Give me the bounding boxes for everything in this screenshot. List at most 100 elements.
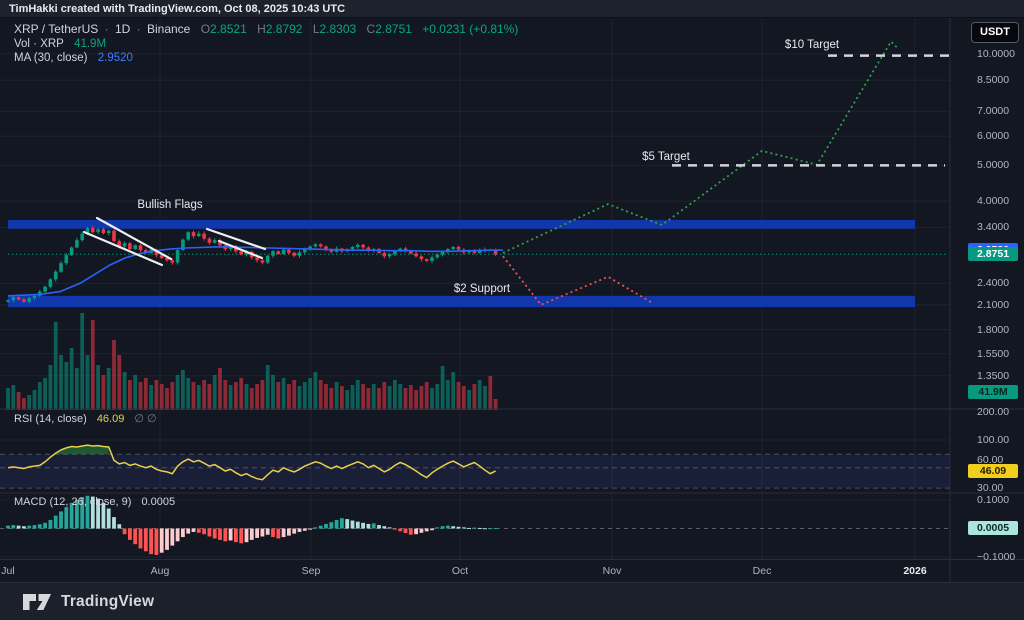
candle-body [91,228,95,233]
volume-legend[interactable]: Vol · XRP 41.9M [14,38,107,50]
volume-bar [456,382,461,410]
candle-body [239,251,243,255]
volume-bar [64,362,69,410]
rsi-tick: 30.00 [977,482,1004,494]
time-axis-label[interactable]: Dec [752,565,772,577]
time-axis-label[interactable]: Jul [1,565,15,577]
price-tick: 7.0000 [977,105,1010,117]
rsi-value: 46.09 [96,413,125,425]
volume-bar [255,384,259,410]
candle-body [255,257,259,261]
macd-histogram-bar [244,528,249,543]
macd-histogram-bar [446,525,450,529]
volume-bar [244,384,249,410]
rsi-legend[interactable]: RSI (14, close) 46.09 ∅ ∅ [14,413,157,425]
candle-body [303,249,307,253]
volume-bar [43,378,47,410]
volume-bar [493,399,498,410]
volume-bar [191,382,196,410]
time-axis-label[interactable]: Sep [301,565,321,577]
volume-bar [377,388,381,410]
price-tick: 1.5500 [977,348,1010,360]
low-value: 2.8303 [319,22,357,36]
macd-histogram-bar [138,528,143,549]
candle-body [409,250,413,254]
candle-body [329,249,334,252]
macd-histogram-bar [96,498,100,529]
rsi-tick: 200.00 [977,406,1010,418]
macd-histogram-bar [435,527,440,529]
time-axis-label[interactable]: Nov [602,565,622,577]
volume-bar [281,378,286,410]
bullish-projection-path[interactable] [502,40,899,254]
macd-histogram-bar [207,528,212,537]
macd-histogram-bar [430,528,434,531]
candle-body [456,246,461,250]
macd-histogram-bar [75,500,79,529]
flag-channel-line[interactable] [217,239,264,260]
ma-legend[interactable]: MA (30, close) 2.9520 [14,52,133,64]
volume-bar [207,384,212,410]
flag-channel-line[interactable] [205,227,267,251]
bullish-flags-label[interactable]: Bullish Flags [137,199,203,211]
candle-body [11,297,16,301]
volume-bar [260,380,265,410]
volume-bar [212,375,217,410]
candle-body [6,300,10,302]
support-zone[interactable] [8,295,915,308]
macd-histogram-bar [456,526,461,529]
symbol-legend[interactable]: XRP / TetherUS · 1D · Binance O2.8521 H2… [14,22,519,36]
tradingview-brand-text[interactable]: TradingView [61,592,155,610]
candle-body [292,252,296,256]
macd-histogram-bar [488,528,493,530]
macd-histogram-bar [440,526,445,529]
time-axis-label[interactable]: Aug [150,565,170,577]
candle-body [165,257,169,261]
macd-histogram-bar [212,528,217,539]
support-label[interactable]: $2 Support [453,283,511,295]
candle-body [403,248,408,251]
volume-bar [483,386,487,410]
currency-toggle-button[interactable]: USDT [971,22,1019,43]
candle-body [212,240,217,243]
candle-body [281,249,286,255]
candle-body [96,229,100,233]
candle-body [265,255,270,263]
volume-bar [218,368,222,410]
macd-histogram-bar [181,528,185,538]
target5-label[interactable]: $5 Target [642,151,690,163]
volume-bar [387,386,392,410]
volume-bar [366,388,371,410]
macd-legend[interactable]: MACD (12, 26, close, 9) 0.0005 [14,496,176,508]
macd-histogram-bar [143,528,148,552]
macd-histogram-bar [276,528,281,539]
volume-bar [446,380,450,410]
flag-channel-line[interactable] [95,216,173,261]
macd-histogram-bar [255,528,259,538]
candle-body [440,251,445,255]
volume-bar [361,384,365,410]
macd-tick: −0.1000 [977,551,1016,563]
symbol-title: XRP / TetherUS [14,22,99,36]
time-axis-label[interactable]: Oct [451,565,469,577]
candle-body [308,246,312,250]
macd-histogram-bar [27,525,32,529]
volume-bar [149,385,153,410]
target10-label[interactable]: $10 Target [784,39,840,51]
volume-bar [393,380,397,410]
price-tick: 2.4000 [977,277,1010,289]
volume-bar [22,398,26,410]
rsi-tick: 100.00 [977,434,1010,446]
flag-channel-line[interactable] [82,230,164,267]
volume-bar [6,388,10,410]
macd-histogram-bar [308,528,312,530]
candle-body [75,240,79,248]
macd-histogram-bar [16,525,21,529]
macd-histogram-bar [461,527,466,529]
time-axis-label[interactable]: 2026 [903,565,927,577]
macd-tick: 0.1000 [977,494,1010,506]
resistance-zone[interactable] [8,219,915,229]
macd-histogram-bar [80,497,85,529]
tradingview-logo-icon[interactable] [22,591,52,613]
